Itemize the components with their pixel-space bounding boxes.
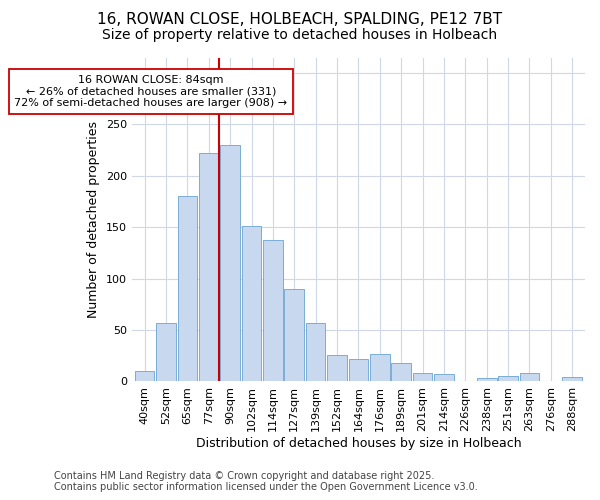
Bar bbox=[498, 376, 518, 382]
Bar bbox=[135, 371, 154, 382]
Bar bbox=[349, 359, 368, 382]
Bar bbox=[263, 240, 283, 382]
Text: Contains HM Land Registry data © Crown copyright and database right 2025.
Contai: Contains HM Land Registry data © Crown c… bbox=[54, 471, 478, 492]
Bar bbox=[306, 323, 325, 382]
Bar bbox=[156, 323, 176, 382]
Bar bbox=[477, 378, 497, 382]
Y-axis label: Number of detached properties: Number of detached properties bbox=[87, 121, 100, 318]
Text: 16 ROWAN CLOSE: 84sqm
← 26% of detached houses are smaller (331)
72% of semi-det: 16 ROWAN CLOSE: 84sqm ← 26% of detached … bbox=[14, 75, 287, 108]
Text: 16, ROWAN CLOSE, HOLBEACH, SPALDING, PE12 7BT: 16, ROWAN CLOSE, HOLBEACH, SPALDING, PE1… bbox=[97, 12, 503, 28]
Bar bbox=[327, 354, 347, 382]
Bar bbox=[391, 363, 411, 382]
Bar bbox=[199, 153, 218, 382]
Text: Size of property relative to detached houses in Holbeach: Size of property relative to detached ho… bbox=[103, 28, 497, 42]
Bar bbox=[413, 373, 433, 382]
Bar bbox=[370, 354, 389, 382]
Bar bbox=[434, 374, 454, 382]
Bar bbox=[178, 196, 197, 382]
Bar bbox=[562, 378, 582, 382]
X-axis label: Distribution of detached houses by size in Holbeach: Distribution of detached houses by size … bbox=[196, 437, 521, 450]
Bar bbox=[284, 289, 304, 382]
Bar bbox=[242, 226, 262, 382]
Bar bbox=[520, 373, 539, 382]
Bar bbox=[220, 145, 240, 382]
